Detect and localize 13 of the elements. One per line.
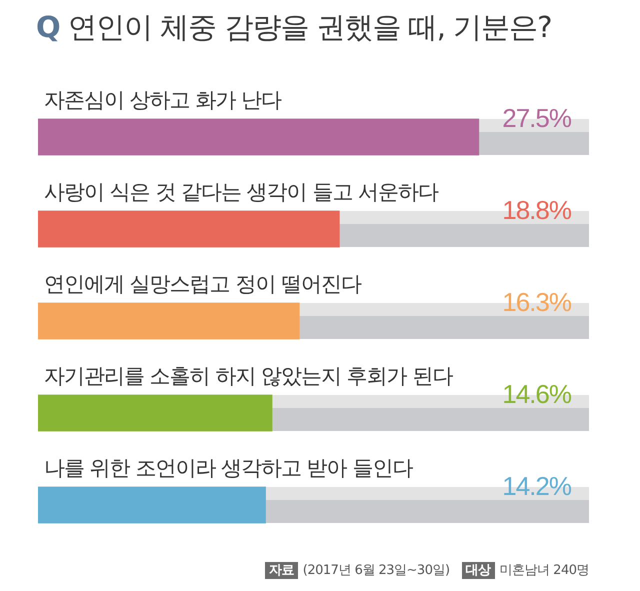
y-tick-label: 자존심이 상하고 화가 난다: [44, 88, 282, 112]
data-label: 16.3%: [502, 287, 572, 317]
chart-title: Q 연인이 체중 감량을 권했을 때, 기분은?: [36, 9, 552, 46]
y-tick-label: 자기관리를 소홀히 하지 않았는지 후회가 된다: [44, 364, 454, 388]
data-label: 18.8%: [502, 195, 572, 225]
data-label: 14.6%: [502, 379, 572, 409]
y-tick-label: 연인에게 실망스럽고 정이 떨어진다: [44, 272, 362, 296]
data-label: 14.2%: [502, 471, 572, 501]
y-tick-label: 나를 위한 조언이라 생각하고 받아 들인다: [44, 456, 414, 480]
text: 자료 (2017년 6월 23일~30일): [268, 562, 450, 579]
data-label: 27.5%: [502, 103, 572, 133]
text: 대상 미혼남녀 240명: [464, 562, 589, 579]
y-tick-label: 사랑이 식은 것 같다는 생각이 들고 서운하다: [44, 180, 440, 204]
